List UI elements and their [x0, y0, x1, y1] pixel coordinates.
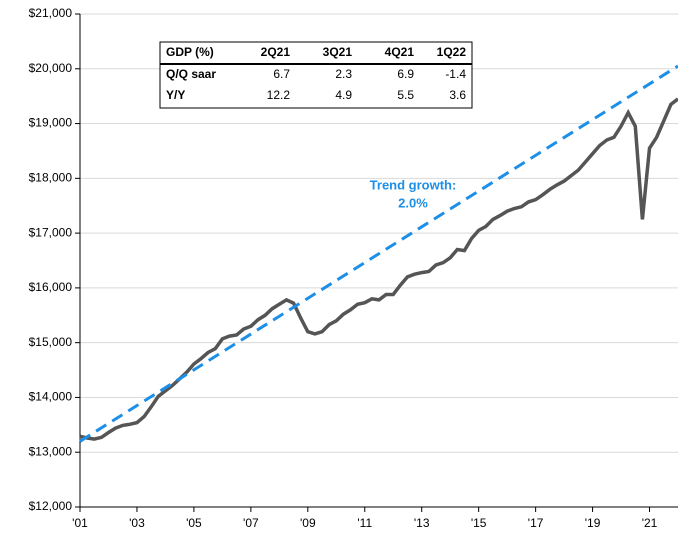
table-header: 3Q21 — [323, 45, 353, 59]
x-tick-label: '19 — [585, 516, 601, 530]
table-cell: Q/Q saar — [166, 67, 216, 81]
x-tick-label: '15 — [471, 516, 487, 530]
x-tick-label: '07 — [243, 516, 259, 530]
table-cell: 4.9 — [335, 88, 352, 102]
table-cell: 3.6 — [449, 88, 466, 102]
x-tick-label: '13 — [414, 516, 430, 530]
x-tick-label: '11 — [357, 516, 372, 530]
annotation: Trend growth: — [370, 177, 457, 192]
y-tick-label: $15,000 — [29, 335, 73, 349]
table-cell: 6.7 — [273, 67, 290, 81]
trend-line — [79, 64, 678, 443]
table-cell: 5.5 — [397, 88, 414, 102]
table-header: 1Q22 — [437, 45, 467, 59]
x-tick-label: '09 — [300, 516, 316, 530]
x-tick-label: '17 — [528, 516, 544, 530]
x-tick-label: '05 — [186, 516, 202, 530]
table-cell: 12.2 — [267, 88, 291, 102]
y-tick-label: $13,000 — [29, 444, 73, 458]
y-tick-label: $20,000 — [29, 61, 73, 75]
y-tick-label: $16,000 — [29, 280, 73, 294]
y-tick-label: $19,000 — [29, 116, 73, 130]
table-box — [159, 41, 473, 109]
annotation: 2.0% — [398, 195, 428, 210]
table-header: GDP (%) — [166, 45, 214, 59]
y-tick-label: $21,000 — [29, 6, 73, 20]
x-tick-label: '01 — [72, 516, 88, 530]
table-cell: 6.9 — [397, 67, 414, 81]
y-tick-label: $17,000 — [29, 225, 73, 239]
x-tick-label: '03 — [129, 516, 145, 530]
gdp-line — [79, 97, 678, 441]
table-header: 2Q21 — [261, 45, 291, 59]
x-tick-label: '21 — [642, 516, 658, 530]
y-tick-label: $14,000 — [29, 390, 73, 404]
table-cell: Y/Y — [166, 88, 185, 102]
table-header: 4Q21 — [385, 45, 415, 59]
y-tick-label: $18,000 — [29, 171, 73, 185]
table-cell: -1.4 — [445, 67, 466, 81]
table-cell: 2.3 — [335, 67, 352, 81]
y-tick-label: $12,000 — [29, 499, 73, 513]
